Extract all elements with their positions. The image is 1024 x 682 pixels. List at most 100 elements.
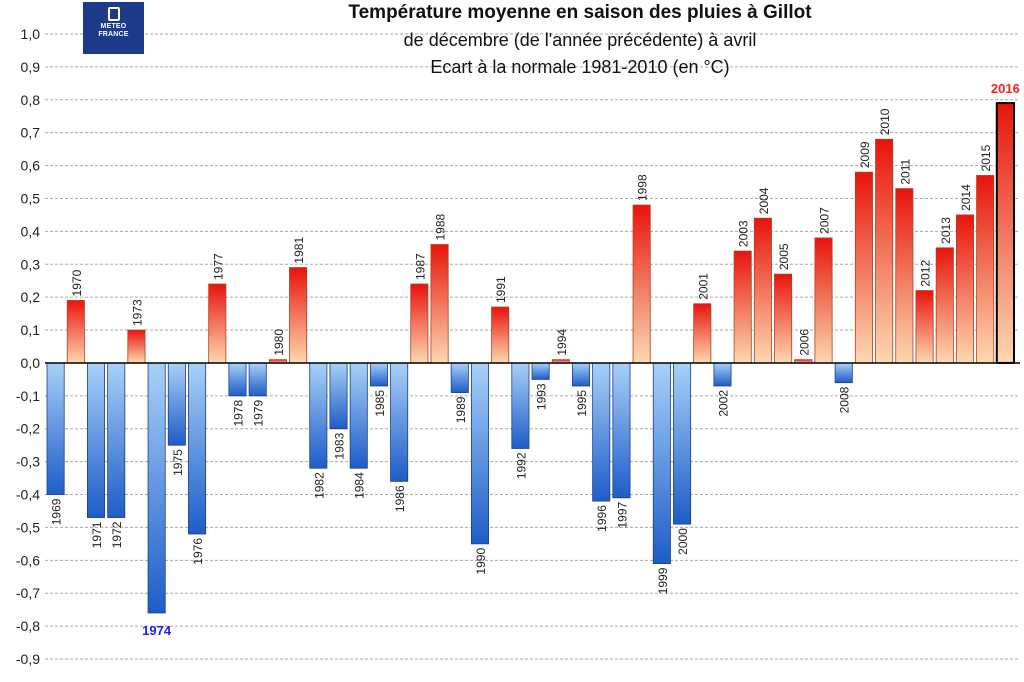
bar-1993 <box>531 362 550 380</box>
bar-2000 <box>673 362 692 525</box>
bar-2007 <box>814 237 833 364</box>
bar-1983 <box>329 362 348 430</box>
bar-1976 <box>188 362 207 535</box>
bar-label-1972: 1972 <box>110 521 124 548</box>
bar-label-2008: 2008 <box>838 386 852 413</box>
bar-1982 <box>309 362 328 469</box>
bar-2016 <box>995 102 1016 364</box>
bar-1998 <box>632 204 651 364</box>
bar-label-1984: 1984 <box>353 472 367 499</box>
bar-1974 <box>147 362 166 614</box>
bar-2011 <box>895 188 914 364</box>
bar-label-1980: 1980 <box>272 329 286 356</box>
logo-text-line1: METEO <box>100 23 127 30</box>
bar-1984 <box>349 362 368 469</box>
chart-subtitle-2: Ecart à la normale 1981-2010 (en °C) <box>430 57 730 77</box>
bar-1990 <box>470 362 489 545</box>
bar-label-2006: 2006 <box>797 329 811 356</box>
bar-label-1981: 1981 <box>292 237 306 264</box>
bar-label-2002: 2002 <box>716 390 730 417</box>
bar-label-1993: 1993 <box>535 383 549 410</box>
bar-2004 <box>753 217 772 364</box>
logo-text-line2: FRANCE <box>98 31 129 38</box>
bar-1989 <box>450 362 469 393</box>
bar-1970 <box>66 300 85 364</box>
bar-label-1976: 1976 <box>191 538 205 565</box>
bar-label-2007: 2007 <box>818 207 832 234</box>
bar-1975 <box>167 362 186 446</box>
bar-label-1986: 1986 <box>393 485 407 512</box>
y-axis-ticks: 1,0 0,9 0,8 0,7 0,6 0,5 0,4 0,3 0,2 0,1 0,0 -0,1 -0,… <box>16 26 40 667</box>
bar-label-1971: 1971 <box>90 521 104 548</box>
bar-2002 <box>713 362 732 387</box>
bar-label-2004: 2004 <box>757 187 771 214</box>
bar-label-1988: 1988 <box>434 214 448 241</box>
bar-1992 <box>511 362 530 449</box>
bar-label-1969: 1969 <box>50 498 64 525</box>
bar-label-1999: 1999 <box>656 567 670 594</box>
y-tick-label: 0,6 <box>21 158 41 174</box>
y-tick-label: 0,4 <box>21 223 41 239</box>
bar-1997 <box>612 362 631 499</box>
bar-1979 <box>248 362 267 397</box>
bar-1981 <box>289 267 308 364</box>
bar-label-1973: 1973 <box>130 299 144 326</box>
bar-2012 <box>915 290 934 364</box>
bar-label-2015: 2015 <box>979 144 993 171</box>
bar-2009 <box>854 171 873 364</box>
y-tick-label: 1,0 <box>21 26 41 42</box>
bar-label-1997: 1997 <box>615 501 629 528</box>
y-tick-label: -0,4 <box>16 487 40 503</box>
y-tick-label: 0,7 <box>21 125 41 141</box>
bar-label-1996: 1996 <box>595 505 609 532</box>
bar-1985 <box>369 362 388 387</box>
bar-label-1987: 1987 <box>413 253 427 280</box>
bar-1987 <box>410 283 429 364</box>
bar-label-1989: 1989 <box>454 396 468 423</box>
bar-label-1979: 1979 <box>252 400 266 427</box>
y-tick-label: -0,2 <box>16 421 40 437</box>
bar-label-2011: 2011 <box>898 158 912 184</box>
bar-1972 <box>107 362 126 518</box>
y-tick-label: 0,2 <box>21 289 41 305</box>
bar-2015 <box>976 175 995 364</box>
bar-1996 <box>592 362 611 502</box>
bar-label-2013: 2013 <box>939 217 953 244</box>
bar-2013 <box>935 247 954 364</box>
bar-label-2005: 2005 <box>777 243 791 270</box>
y-tick-label: 0,1 <box>21 322 41 338</box>
y-tick-label: -0,3 <box>16 454 40 470</box>
bar-1995 <box>572 362 591 387</box>
meteo-france-logo: METEO FRANCE <box>83 2 144 54</box>
y-tick-label: -0,8 <box>16 618 40 634</box>
bar-label-2001: 2001 <box>696 273 710 300</box>
bar-1969 <box>46 362 65 495</box>
bar-label-2010: 2010 <box>878 108 892 135</box>
y-tick-label: -0,9 <box>16 651 40 667</box>
bar-label-1985: 1985 <box>373 390 387 417</box>
y-tick-label: -0,5 <box>16 519 40 535</box>
bar-label-2016: 2016 <box>991 81 1020 96</box>
bar-label-1994: 1994 <box>555 329 569 356</box>
bar-1986 <box>390 362 409 482</box>
bar-1978 <box>228 362 247 397</box>
y-tick-label: -0,7 <box>16 585 40 601</box>
bar-label-1977: 1977 <box>211 253 225 280</box>
bar-1999 <box>652 362 671 565</box>
bars <box>46 102 1016 614</box>
y-tick-label: 0,5 <box>21 190 41 206</box>
y-tick-label: 0,9 <box>21 59 41 75</box>
bar-2014 <box>955 214 974 364</box>
chart-title: Température moyenne en saison des pluies… <box>348 2 812 23</box>
bar-2005 <box>774 273 793 364</box>
chart-subtitle: de décembre (de l'année précédente) à av… <box>403 30 757 50</box>
bar-label-2012: 2012 <box>919 260 933 287</box>
bar-label-1978: 1978 <box>231 400 245 427</box>
bar-label-1983: 1983 <box>333 432 347 459</box>
bar-label-1970: 1970 <box>70 269 84 296</box>
y-tick-label: 0,8 <box>21 92 41 108</box>
y-tick-label: 0,0 <box>21 355 41 371</box>
bar-label-2003: 2003 <box>737 220 751 247</box>
bar-1988 <box>430 244 449 364</box>
